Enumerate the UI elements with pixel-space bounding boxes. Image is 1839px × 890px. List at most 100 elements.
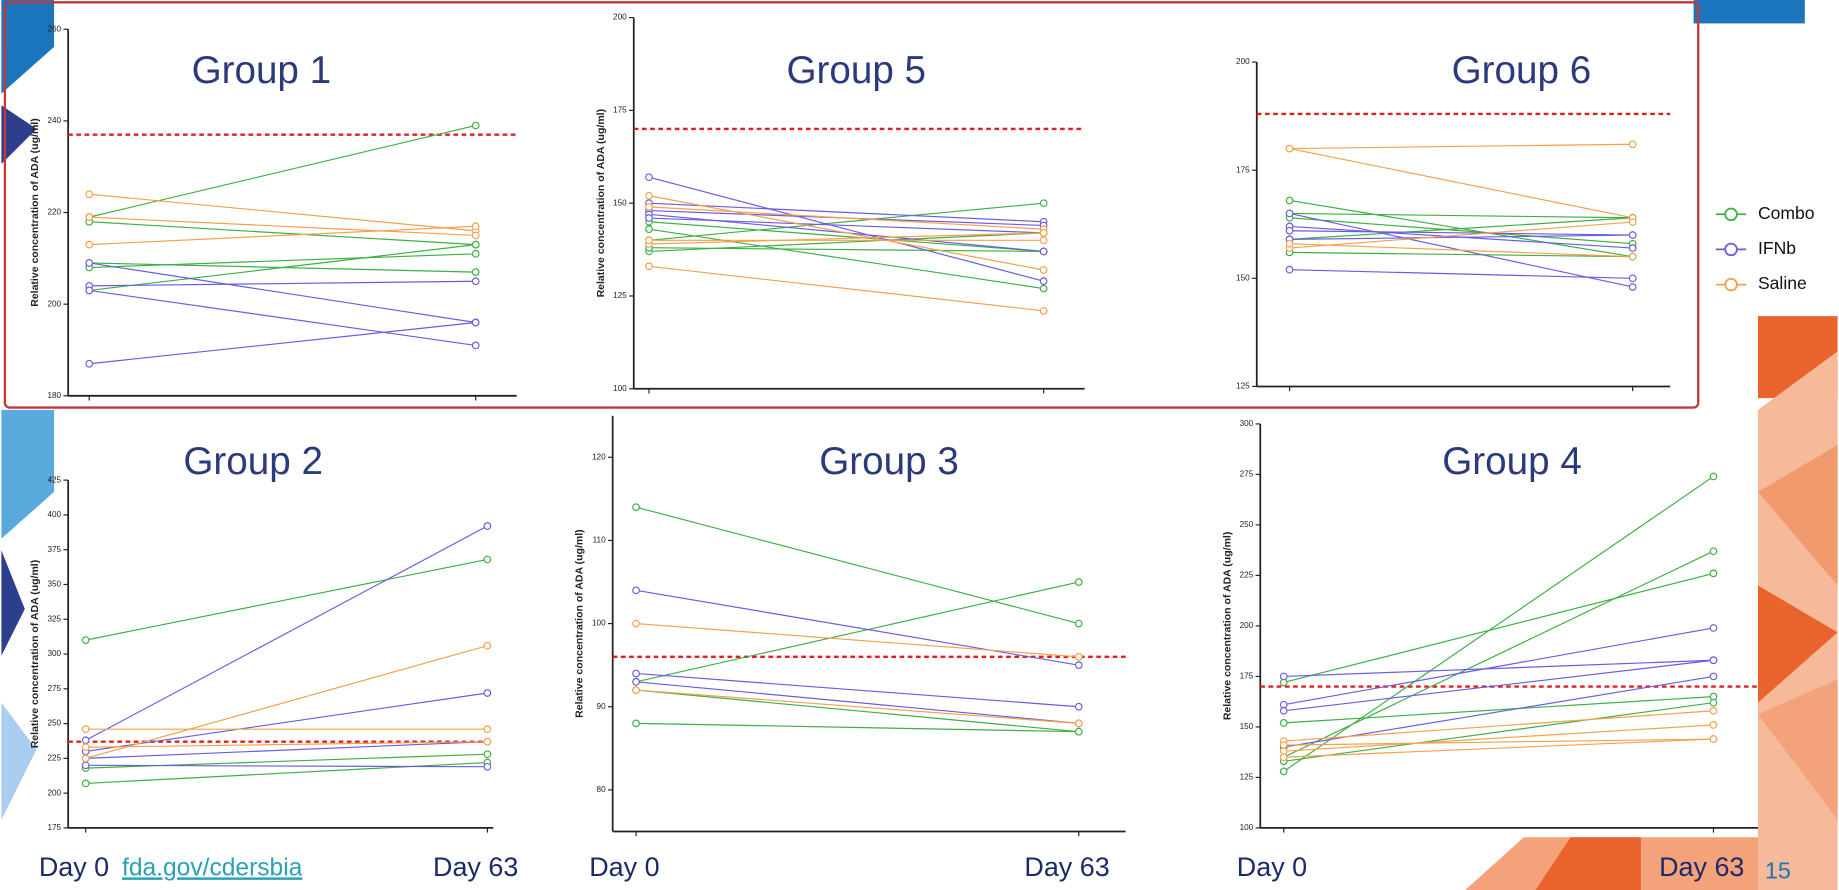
y-tick-label: 110 — [593, 536, 606, 545]
series-line — [636, 672, 1079, 708]
chart-title: Group 6 — [1452, 49, 1592, 92]
footer-link[interactable]: fda.gov/cdersbia — [122, 854, 303, 881]
point — [85, 359, 94, 368]
point — [1628, 252, 1637, 261]
y-tick-label: 350 — [47, 580, 61, 589]
point — [632, 586, 640, 595]
point — [632, 503, 640, 512]
y-tick-label: 200 — [1240, 621, 1254, 630]
y-tick-label: 225 — [1240, 571, 1254, 580]
series-line — [648, 247, 1044, 253]
point — [471, 318, 480, 327]
series-line — [1289, 221, 1633, 249]
y-tick-label: 260 — [47, 24, 61, 33]
y-tick-label: 200 — [47, 299, 61, 308]
y-tick-label: 275 — [1240, 470, 1254, 479]
point — [483, 762, 492, 771]
point — [483, 750, 492, 759]
point — [483, 689, 492, 697]
series-line — [1283, 696, 1714, 724]
y-tick-label: 175 — [47, 823, 61, 832]
point — [81, 636, 90, 644]
y-tick-label: 250 — [1240, 520, 1254, 529]
series-line — [89, 225, 476, 246]
series-line — [1289, 234, 1633, 240]
x-tick-label: Day 63 — [433, 852, 518, 882]
series-line — [89, 289, 476, 346]
point — [1285, 144, 1294, 153]
x-tick-label: Day 63 — [1659, 852, 1744, 882]
point — [632, 669, 640, 678]
series-line — [85, 692, 488, 752]
point — [1709, 547, 1718, 556]
point — [1074, 619, 1083, 628]
y-tick-label: 150 — [1240, 722, 1254, 731]
series-line — [89, 221, 476, 246]
series-line — [85, 645, 488, 759]
point — [1285, 196, 1294, 205]
point — [471, 231, 480, 240]
point — [1709, 624, 1718, 632]
y-tick-label: 100 — [1240, 823, 1254, 832]
series-line — [648, 206, 1044, 230]
series-line — [1283, 659, 1714, 712]
series-line — [1283, 627, 1714, 706]
point — [483, 725, 492, 734]
y-tick-label: 200 — [47, 788, 61, 797]
y-tick-label: 240 — [47, 116, 61, 125]
legend-marker — [1724, 207, 1738, 222]
series-line — [648, 217, 1044, 234]
series-line — [636, 689, 1079, 733]
series-line — [1283, 572, 1714, 684]
series-line — [89, 124, 476, 218]
y-tick-label: 125 — [1236, 382, 1250, 391]
y-tick-label: 80 — [597, 785, 607, 794]
point — [1285, 239, 1294, 248]
y-tick-label: 125 — [613, 291, 627, 300]
point — [81, 736, 90, 745]
series-line — [1283, 659, 1714, 678]
y-tick-label: 100 — [613, 384, 627, 393]
series-line — [1289, 212, 1633, 219]
y-tick-label: 220 — [47, 208, 61, 217]
chart-title: Group 4 — [1442, 440, 1582, 483]
series-line — [89, 216, 476, 237]
point — [471, 249, 480, 258]
series-line — [89, 253, 476, 269]
series-line — [1283, 710, 1714, 742]
point — [85, 286, 94, 295]
series-line — [1283, 675, 1714, 748]
series-line — [636, 689, 1079, 724]
point — [81, 779, 90, 788]
chart-title: Group 2 — [183, 440, 323, 483]
series-line — [1289, 143, 1633, 150]
y-tick-label: 300 — [1240, 419, 1254, 428]
y-tick-label: 180 — [47, 391, 61, 400]
y-axis-title: Relative concentration of ADA (ug/ml) — [1221, 532, 1233, 721]
series-line — [1283, 738, 1714, 746]
x-tick-label: Day 0 — [39, 852, 109, 882]
point — [1709, 656, 1718, 665]
series-line — [635, 506, 1079, 625]
series-line — [648, 221, 1044, 253]
series-line — [1289, 147, 1633, 219]
legend-marker — [1724, 242, 1738, 257]
point — [81, 754, 90, 763]
legend-label: IFNb — [1758, 238, 1796, 258]
point — [1279, 741, 1288, 749]
series-line — [648, 195, 1044, 271]
series-line — [1283, 724, 1714, 752]
point — [1279, 672, 1288, 681]
point — [471, 341, 480, 350]
y-tick-label: 200 — [613, 13, 627, 22]
y-tick-label: 400 — [47, 510, 61, 519]
y-tick-label: 90 — [597, 702, 607, 711]
series-line — [1289, 217, 1633, 245]
y-tick-label: 100 — [592, 619, 606, 628]
x-tick-label: Day 63 — [1024, 852, 1109, 882]
point — [471, 240, 480, 249]
point — [1074, 719, 1083, 728]
y-tick-label: 375 — [47, 545, 61, 554]
point — [1285, 265, 1294, 274]
